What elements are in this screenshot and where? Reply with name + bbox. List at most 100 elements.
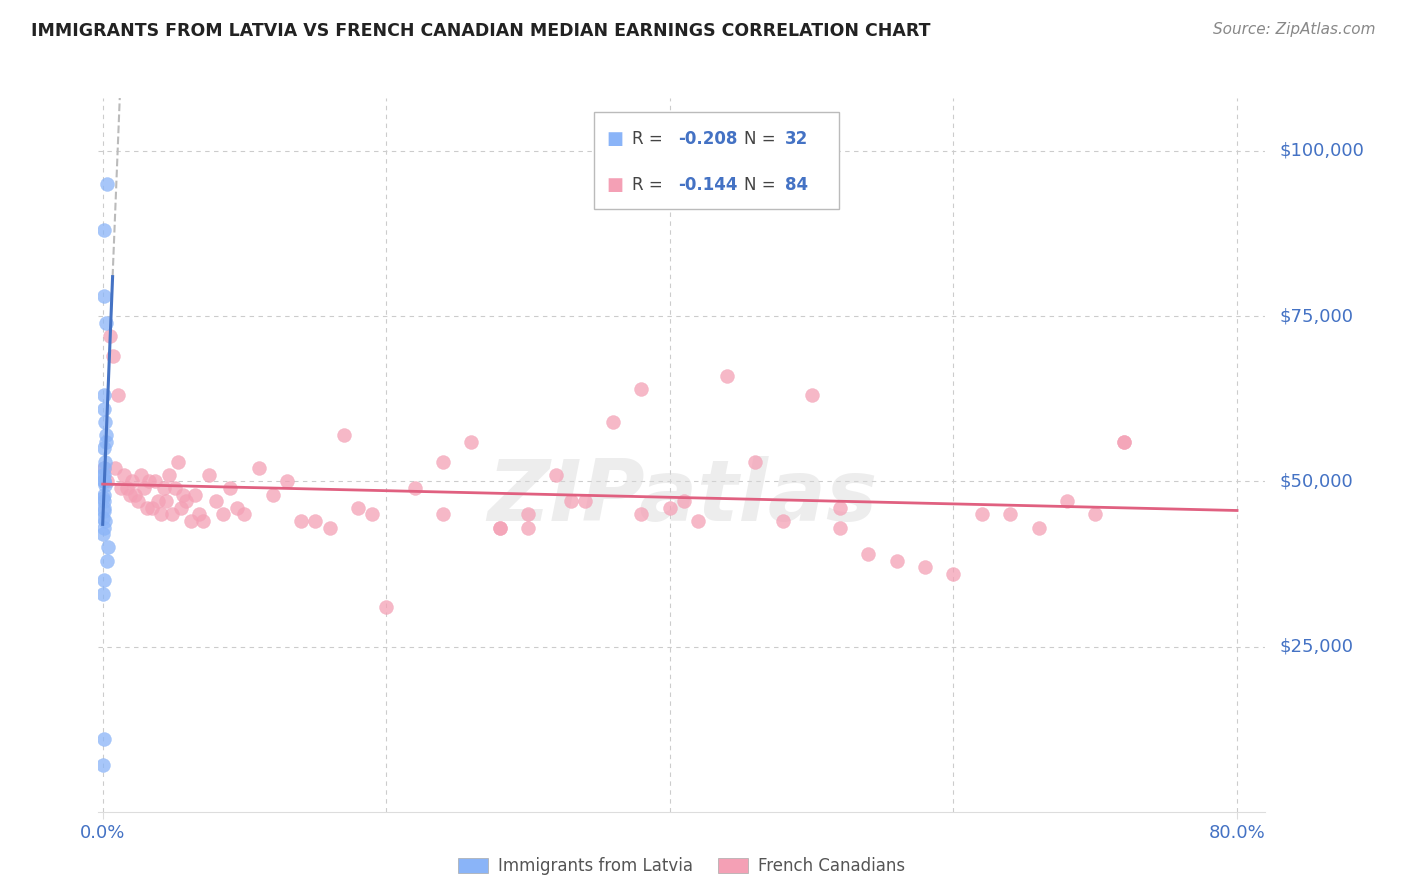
Point <box>166 454 188 468</box>
Point <box>141 500 163 515</box>
Point <box>658 500 681 515</box>
Text: -0.144: -0.144 <box>679 176 738 194</box>
Point <box>517 520 540 534</box>
Text: 84: 84 <box>785 176 807 194</box>
Point <box>146 494 169 508</box>
Point <box>93 487 115 501</box>
Point <box>135 500 157 515</box>
Point <box>332 428 354 442</box>
Point <box>124 487 146 501</box>
Point <box>94 428 117 442</box>
Point <box>93 520 115 534</box>
Point <box>155 494 177 508</box>
Point <box>94 316 117 330</box>
Point <box>914 560 936 574</box>
Point <box>121 475 143 489</box>
Point <box>143 475 166 489</box>
Point <box>800 388 823 402</box>
Point <box>94 415 117 429</box>
Point <box>184 487 207 501</box>
Point <box>361 508 384 522</box>
Point <box>318 520 340 534</box>
Point <box>93 494 115 508</box>
Text: ■: ■ <box>606 176 623 194</box>
Text: ■: ■ <box>606 130 623 148</box>
FancyBboxPatch shape <box>595 112 839 209</box>
Text: $75,000: $75,000 <box>1279 307 1354 326</box>
Point <box>96 177 118 191</box>
Point <box>93 467 115 482</box>
Point <box>188 508 211 522</box>
Point <box>93 500 115 515</box>
Legend: Immigrants from Latvia, French Canadians: Immigrants from Latvia, French Canadians <box>451 851 912 882</box>
Point <box>93 527 115 541</box>
Point <box>347 500 370 515</box>
Point <box>602 415 624 429</box>
Point <box>93 504 115 518</box>
Point <box>233 508 256 522</box>
Point <box>93 388 115 402</box>
Point <box>93 461 115 475</box>
Text: $100,000: $100,000 <box>1279 142 1364 160</box>
Point <box>129 467 152 482</box>
Point <box>97 541 120 555</box>
Point <box>432 454 454 468</box>
Point <box>173 487 195 501</box>
Point <box>110 481 132 495</box>
Point <box>152 481 174 495</box>
Text: ZIPatlas: ZIPatlas <box>486 456 877 540</box>
Point <box>630 382 652 396</box>
Point <box>432 508 454 522</box>
Point <box>886 554 908 568</box>
Point <box>157 467 180 482</box>
Point <box>127 494 149 508</box>
Point <box>93 475 115 489</box>
Point <box>205 494 228 508</box>
Point <box>176 494 198 508</box>
Point <box>94 514 117 528</box>
Point <box>828 520 851 534</box>
Point <box>160 508 183 522</box>
Point <box>1028 520 1050 534</box>
Text: N =: N = <box>744 176 780 194</box>
Point <box>673 494 696 508</box>
Point <box>93 758 115 772</box>
Point <box>942 566 965 581</box>
Point <box>1112 434 1135 449</box>
Point <box>93 442 115 456</box>
Point <box>163 481 186 495</box>
Point <box>180 514 202 528</box>
Point <box>94 454 117 468</box>
Point <box>1084 508 1107 522</box>
Point <box>98 329 121 343</box>
Point <box>93 587 115 601</box>
Text: R =: R = <box>631 176 668 194</box>
Point <box>94 477 117 491</box>
Point <box>290 514 312 528</box>
Point <box>970 508 993 522</box>
Text: N =: N = <box>744 130 780 148</box>
Point <box>93 467 115 482</box>
Point <box>112 467 135 482</box>
Point <box>460 434 482 449</box>
Text: R =: R = <box>631 130 668 148</box>
Point <box>93 401 115 416</box>
Point <box>828 500 851 515</box>
Point <box>404 481 426 495</box>
Point <box>93 510 115 524</box>
Point <box>304 514 326 528</box>
Point <box>226 500 249 515</box>
Point <box>138 475 160 489</box>
Point <box>716 368 738 383</box>
Point <box>375 599 398 614</box>
Point <box>574 494 596 508</box>
Point <box>115 481 138 495</box>
Text: Source: ZipAtlas.com: Source: ZipAtlas.com <box>1212 22 1375 37</box>
Point <box>219 481 242 495</box>
Point <box>772 514 794 528</box>
Point <box>998 508 1021 522</box>
Point <box>132 481 155 495</box>
Point <box>630 508 652 522</box>
Point <box>1056 494 1078 508</box>
Point <box>96 554 118 568</box>
